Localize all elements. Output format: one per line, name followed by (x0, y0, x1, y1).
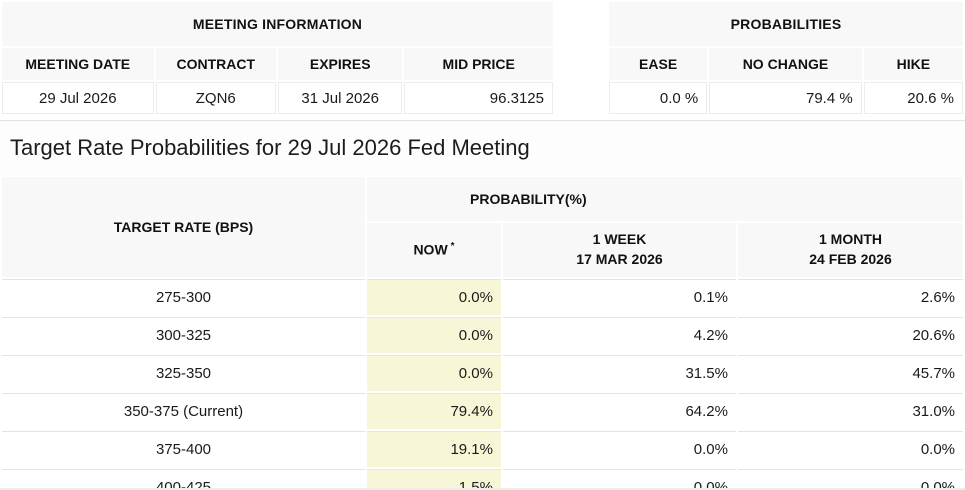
now-cell: 0.0% (367, 317, 501, 353)
table-row: 350-375 (Current) 79.4% 64.2% 31.0% (2, 393, 964, 429)
now-label: NOW (413, 241, 448, 258)
now-cell: 0.0% (367, 279, 501, 315)
week-cell: 4.2% (503, 317, 736, 353)
now-cell: 19.1% (367, 431, 501, 467)
mid-price-header: MID PRICE (404, 48, 553, 80)
rate-cell: 275-300 (2, 279, 365, 315)
ease-value: 0.0 % (609, 82, 708, 114)
no-change-header: NO CHANGE (709, 48, 862, 80)
rate-cell: 350-375 (Current) (2, 393, 365, 429)
one-month-date: 24 FEB 2026 (809, 251, 892, 267)
month-cell: 20.6% (738, 317, 964, 353)
now-cell: 79.4% (367, 393, 501, 429)
table-row: 275-300 0.0% 0.1% 2.6% (2, 279, 964, 315)
week-cell: 64.2% (503, 393, 736, 429)
table-row: MEETING INFORMATION (2, 2, 553, 46)
week-cell: 0.0% (503, 469, 736, 488)
week-cell: 31.5% (503, 355, 736, 391)
month-cell: 45.7% (738, 355, 964, 391)
contract-value: ZQN6 (155, 82, 276, 114)
now-column-header: NOW * (367, 223, 501, 277)
bottom-edge-divider (0, 488, 965, 490)
table-row: TARGET RATE (BPS) PROBABILITY(%) (2, 177, 964, 277)
ease-header: EASE (609, 48, 708, 80)
rate-cell: 375-400 (2, 431, 365, 467)
table-row: PROBABILITIES (609, 2, 963, 46)
no-change-value: 79.4 % (709, 82, 862, 114)
rate-cell: 400-425 (2, 469, 365, 488)
table-row: 0.0 % 79.4 % 20.6 % (609, 82, 963, 114)
table-row: 325-350 0.0% 31.5% 45.7% (2, 355, 964, 391)
table-row: 29 Jul 2026 ZQN6 31 Jul 2026 96.3125 (2, 82, 553, 114)
one-week-date: 17 MAR 2026 (576, 251, 663, 267)
month-cell: 2.6% (738, 279, 964, 315)
expires-header: EXPIRES (277, 48, 403, 80)
probabilities-summary-table: PROBABILITIES EASE NO CHANGE HIKE 0.0 % … (607, 0, 965, 116)
one-month-label: 1 MONTH (819, 231, 882, 248)
target-rate-probability-table-wrap: TARGET RATE (BPS) PROBABILITY(%) NOW * 1 … (0, 175, 965, 488)
probabilities-title: PROBABILITIES (609, 2, 963, 46)
week-cell: 0.1% (503, 279, 736, 315)
summary-tables-area: MEETING INFORMATION MEETING DATE CONTRAC… (0, 0, 965, 120)
now-cell: 0.0% (367, 355, 501, 391)
table-row: EASE NO CHANGE HIKE (609, 48, 963, 80)
table-row: NOW * 1 WEEK 17 MAR 2026 1 MONTH 24 FEB 202… (2, 223, 964, 277)
contract-header: CONTRACT (155, 48, 276, 80)
hike-header: HIKE (863, 48, 963, 80)
probability-pct-group-header: PROBABILITY(%) (367, 177, 964, 221)
expires-value: 31 Jul 2026 (277, 82, 403, 114)
week-cell: 0.0% (503, 431, 736, 467)
page-title: Target Rate Probabilities for 29 Jul 202… (10, 135, 530, 160)
table-row: 300-325 0.0% 4.2% 20.6% (2, 317, 964, 353)
rate-cell: 325-350 (2, 355, 365, 391)
now-footnote-asterisk: * (450, 240, 455, 252)
meeting-information-title: MEETING INFORMATION (2, 2, 553, 46)
rate-cell: 300-325 (2, 317, 365, 353)
meeting-date-value: 29 Jul 2026 (2, 82, 154, 114)
one-week-label: 1 WEEK (592, 231, 647, 248)
month-cell: 31.0% (738, 393, 964, 429)
meeting-date-header: MEETING DATE (2, 48, 154, 80)
month-cell: 0.0% (738, 431, 964, 467)
section-title-bar: Target Rate Probabilities for 29 Jul 202… (0, 120, 965, 175)
one-month-column-header: 1 MONTH 24 FEB 2026 (738, 223, 964, 277)
table-row: 400-425 1.5% 0.0% 0.0% (2, 469, 964, 488)
table-row: 375-400 19.1% 0.0% 0.0% (2, 431, 964, 467)
hike-value: 20.6 % (863, 82, 963, 114)
meeting-information-table: MEETING INFORMATION MEETING DATE CONTRAC… (0, 0, 555, 116)
month-cell: 0.0% (738, 469, 964, 488)
now-cell: 1.5% (367, 469, 501, 488)
mid-price-value: 96.3125 (404, 82, 553, 114)
target-rate-probability-table: TARGET RATE (BPS) PROBABILITY(%) NOW * 1 … (0, 175, 965, 488)
target-rate-bps-header: TARGET RATE (BPS) (2, 177, 365, 277)
table-row: MEETING DATE CONTRACT EXPIRES MID PRICE (2, 48, 553, 80)
one-week-column-header: 1 WEEK 17 MAR 2026 (503, 223, 736, 277)
